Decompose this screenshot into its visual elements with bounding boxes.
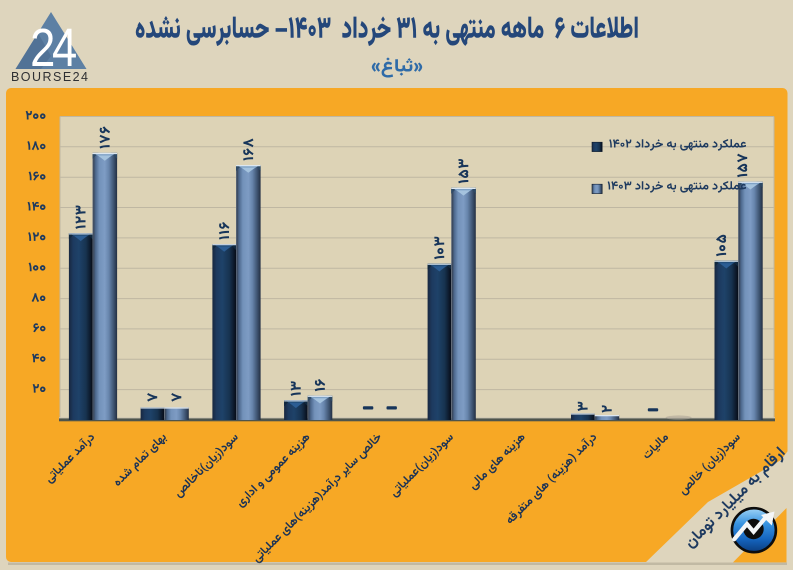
svg-text:BOURSE24: BOURSE24 <box>11 70 89 84</box>
svg-text:24: 24 <box>30 17 76 78</box>
